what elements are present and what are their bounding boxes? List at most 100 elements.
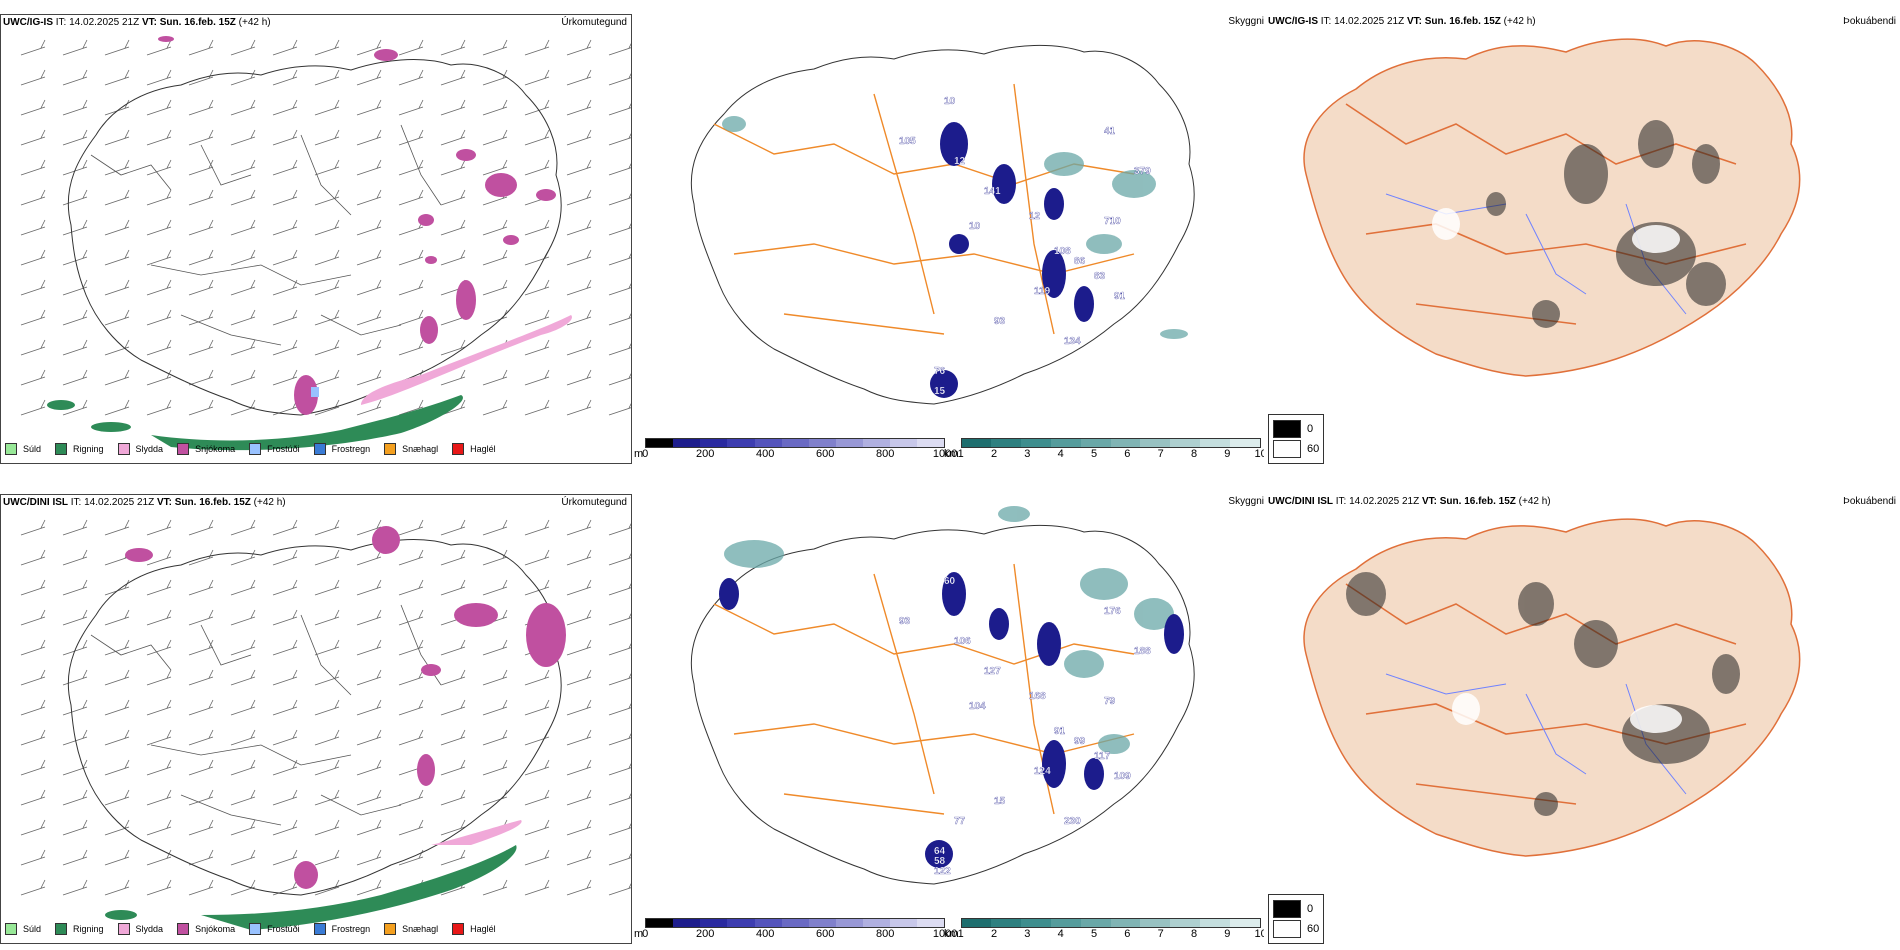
wind-barb xyxy=(104,369,130,386)
wind-barb xyxy=(230,759,256,776)
wind-barb xyxy=(272,309,298,326)
wind-barb xyxy=(146,609,172,626)
ceiling-unit: m xyxy=(634,448,644,460)
wind-barb xyxy=(356,789,382,806)
legend-label: Frostúði xyxy=(267,924,300,934)
wind-barb xyxy=(524,579,550,596)
wind-barb xyxy=(356,219,382,236)
wind-barb xyxy=(440,99,466,116)
legend-label: Haglél xyxy=(470,444,496,454)
ceiling-value-label: 15 xyxy=(934,386,946,397)
wind-barb xyxy=(188,339,214,356)
vis-tick-label: 6 xyxy=(1124,928,1131,940)
legend-item: Rigning xyxy=(55,443,104,455)
wind-barb xyxy=(440,639,466,656)
wind-barb xyxy=(230,249,256,266)
wind-barb xyxy=(356,159,382,176)
legend-swatch xyxy=(249,443,262,455)
fog-indicator-panel-1: UWC/IG-IS IT: 14.02.2025 21Z VT: Sun. 16… xyxy=(1266,14,1900,464)
wind-barb xyxy=(146,669,172,686)
wind-barb xyxy=(146,369,172,386)
wind-barb xyxy=(608,103,631,116)
wind-barb xyxy=(398,39,424,56)
wind-barb xyxy=(20,369,46,386)
wind-barb xyxy=(230,189,256,206)
wind-barb xyxy=(608,43,631,56)
lead-time: (+42 h) xyxy=(238,17,271,28)
wind-barb xyxy=(146,279,172,296)
fog-map-2 xyxy=(1303,518,1801,857)
wind-barb xyxy=(62,219,88,236)
ceiling-unit: m xyxy=(634,928,644,940)
wind-barb xyxy=(20,519,46,536)
wind-barb xyxy=(272,69,298,86)
it-value: 14.02.2025 21Z xyxy=(1349,496,1420,507)
wind-barb xyxy=(482,639,508,656)
model-name: UWC/IG-IS xyxy=(1268,16,1318,27)
wind-barb xyxy=(314,579,340,596)
wind-barb xyxy=(20,129,46,146)
wind-barb xyxy=(398,309,424,326)
wind-barb xyxy=(314,69,340,86)
wind-barb xyxy=(272,159,298,176)
wind-barb xyxy=(440,369,466,386)
wind-barb xyxy=(20,189,46,206)
ceiling-value-label: 109 xyxy=(1114,771,1131,782)
wind-barb xyxy=(398,699,424,716)
wind-barb xyxy=(524,369,550,386)
wind-barb xyxy=(482,249,508,266)
wind-barb xyxy=(62,309,88,326)
ceiling-value-label: 104 xyxy=(969,701,986,712)
ceiling-tick-label: 600 xyxy=(815,448,835,460)
ceiling-value-label: 379 xyxy=(1134,166,1151,177)
ceiling-tick-label: 0 xyxy=(642,448,649,460)
wind-barb xyxy=(230,129,256,146)
wind-barb xyxy=(440,69,466,86)
legend-item: Súld xyxy=(5,443,41,455)
wind-barb xyxy=(272,789,298,806)
vt-label: VT: xyxy=(1406,16,1422,27)
wind-barb xyxy=(104,519,130,536)
wind-barb xyxy=(566,189,592,206)
legend-item: Snæhagl xyxy=(384,443,438,455)
legend-label: Frostregn xyxy=(331,444,371,454)
wind-barb xyxy=(608,763,631,776)
wind-barb xyxy=(272,369,298,386)
ceiling-value-label: 10 xyxy=(944,96,956,107)
wind-barb xyxy=(566,129,592,146)
wind-barb xyxy=(566,69,592,86)
legend-swatch xyxy=(249,923,262,935)
wind-barb xyxy=(188,879,214,896)
ceiling-colorbar-segment xyxy=(917,439,945,447)
ceiling-value-label: 176 xyxy=(1104,606,1121,617)
wind-barb xyxy=(188,849,214,866)
ceiling-colorbar-segment xyxy=(890,919,918,927)
legend-label: Snjókoma xyxy=(195,444,236,454)
ceiling-value-label: 10 xyxy=(969,221,981,232)
wind-barb xyxy=(272,39,298,56)
wind-barb xyxy=(440,219,466,236)
wind-barb xyxy=(146,339,172,356)
wind-barb xyxy=(62,699,88,716)
wind-barb xyxy=(524,339,550,356)
wind-barb xyxy=(314,609,340,626)
it-value: 14.02.2025 21Z xyxy=(1334,16,1405,27)
wind-barb xyxy=(608,883,631,896)
legend-label: Snæhagl xyxy=(402,924,439,934)
wind-barb xyxy=(104,699,130,716)
wind-barb xyxy=(566,309,592,326)
wind-barb xyxy=(104,69,130,86)
wind-barb xyxy=(608,343,631,356)
wind-barb xyxy=(20,639,46,656)
wind-barb xyxy=(356,519,382,536)
wind-barb xyxy=(62,339,88,356)
wind-barb xyxy=(482,369,508,386)
wind-barb xyxy=(440,819,466,836)
wind-barb xyxy=(188,39,214,56)
panel-title: Skyggni xyxy=(1228,496,1264,507)
ceiling-value-label: 93 xyxy=(899,616,911,627)
wind-barb xyxy=(20,339,46,356)
wind-barb xyxy=(20,549,46,566)
ceiling-colorbar: m 0 200 400 600 800 1000 xyxy=(634,438,957,460)
vis-colorbar-segment xyxy=(1080,919,1111,927)
